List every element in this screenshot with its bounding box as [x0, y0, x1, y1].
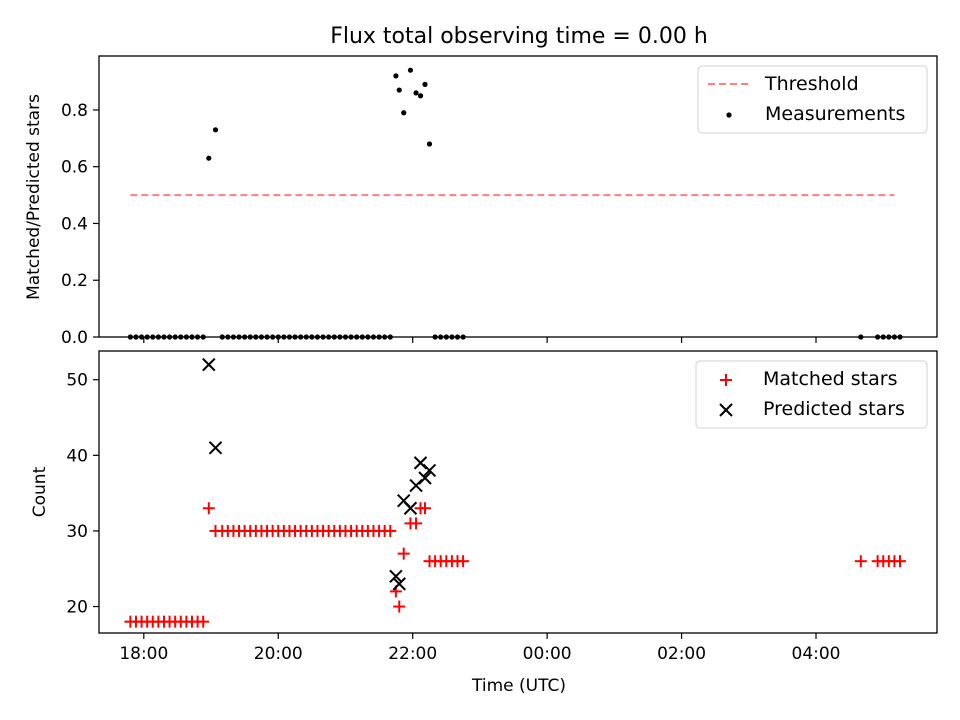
top-plot-frame [98, 55, 938, 338]
matched-stars-point-66 [894, 555, 907, 568]
measurements-point-54 [426, 141, 433, 147]
x-tick-label-4: 02:00 [657, 644, 706, 664]
y-tick-label-0-0: 0.0 [61, 328, 88, 348]
x-axis-label: Time (UTC) [471, 676, 566, 696]
measurements-point-14 [206, 155, 212, 161]
measurements-point-15 [212, 127, 219, 133]
matched-stars-point-13 [197, 615, 210, 628]
x-tick-label-0: 18:00 [119, 644, 168, 664]
bottom-plot-area [124, 357, 907, 628]
matched-stars-point-53 [419, 502, 432, 515]
measurements-point-47 [393, 73, 399, 79]
x-tick-label-3: 00:00 [523, 644, 572, 664]
y-tick-label-1-2: 40 [66, 446, 88, 466]
predicted-stars-point-9 [422, 463, 437, 478]
y-tick-label-0-3: 0.6 [61, 158, 88, 178]
measurements-point-52 [417, 93, 424, 99]
measurements-point-51 [413, 90, 419, 96]
legend-matched-label: Matched stars [763, 368, 897, 390]
matched-stars-point-51 [410, 517, 423, 530]
legend-predicted-label: Predicted stars [763, 398, 905, 420]
legend-matched-marker [720, 374, 732, 386]
x-tick-label-1: 20:00 [254, 644, 303, 664]
predicted-stars-point-2 [389, 569, 403, 584]
matched-stars-point-14 [202, 502, 215, 515]
bottom-legend: Matched stars Predicted stars [695, 360, 928, 429]
y-tick-label-1-0: 20 [66, 598, 88, 618]
predicted-stars-point-1 [208, 441, 223, 455]
y-tick-label-0-1: 0.2 [61, 271, 88, 291]
legend-measurements-marker [726, 112, 732, 118]
bottom-legend-box [695, 360, 928, 429]
matched-stars-point-48 [393, 600, 406, 613]
legend-threshold-label: Threshold [764, 73, 859, 95]
predicted-stars-point-5 [403, 501, 418, 515]
matched-stars-point-60 [457, 555, 470, 568]
x-tick-label-5: 04:00 [792, 644, 841, 664]
legend-measurements-label: Measurements [765, 103, 905, 125]
bottom-y-axis: 20 30 40 50 [66, 371, 99, 618]
bottom-plot-frame [98, 350, 938, 634]
top-legend-box [697, 65, 928, 134]
predicted-stars-point-0 [202, 357, 216, 372]
legend-predicted-marker [719, 403, 733, 417]
predicted-stars-point-8 [418, 471, 432, 485]
measurements-point-48 [396, 87, 402, 93]
y-tick-label-1-1: 30 [66, 522, 88, 542]
chart-title: Flux total observing time = 0.00 h [330, 24, 708, 49]
x-tick-label-2: 22:00 [388, 644, 437, 664]
top-y-axis-label: Matched/Predicted stars [24, 94, 44, 300]
measurements-point-49 [401, 110, 407, 116]
measurements-point-53 [422, 81, 428, 87]
measurements-point-50 [407, 67, 414, 73]
top-panel: Flux total observing time = 0.00 h Match… [24, 24, 938, 348]
y-tick-label-0-2: 0.4 [61, 214, 88, 234]
top-y-axis: 0.0 0.2 0.4 0.6 0.8 [61, 101, 99, 348]
bottom-x-axis: 18:00 20:00 22:00 00:00 02:00 04:00 [119, 633, 841, 664]
predicted-stars-point-3 [392, 577, 406, 591]
matched-stars-point-46 [384, 524, 397, 537]
bottom-panel: Count Time (UTC) 20 30 40 50 18:00 20:00 22:0… [30, 350, 938, 696]
bottom-y-axis-label: Count [30, 466, 50, 517]
y-tick-label-1-3: 50 [66, 371, 88, 391]
matched-stars-point-61 [854, 555, 867, 568]
matched-stars-point-49 [397, 547, 410, 560]
top-legend: Threshold Measurements [697, 65, 928, 134]
top-x-axis [143, 337, 817, 343]
y-tick-label-0-4: 0.8 [61, 101, 88, 121]
